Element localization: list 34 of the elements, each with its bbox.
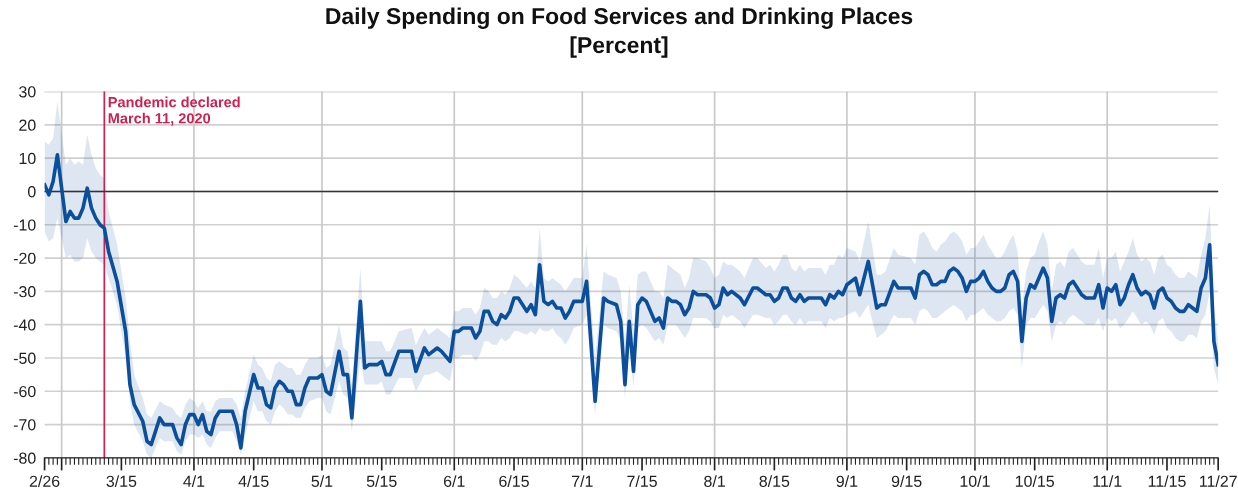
y-tick-label: 0 [27,186,36,198]
x-tick-label: 4/1 [183,475,205,487]
x-tick-label: 6/15 [499,475,529,487]
x-tick-label: 8/15 [759,475,790,487]
y-tick-label: -10 [13,219,36,231]
x-tick-label: 10/15 [1015,475,1054,487]
y-tick-label: -60 [13,385,36,398]
y-tick-label: 20 [19,119,36,131]
line-series [44,153,1219,450]
x-tick-label: 5/15 [366,475,397,487]
x-tick-label: 9/15 [891,475,922,487]
y-tick-label: -80 [13,452,36,464]
y-tick-label: 30 [19,86,36,98]
x-tick-label: 11/27 [1200,475,1237,487]
x-tick-label: 4/15 [238,475,269,487]
y-tick-label: -30 [13,286,36,298]
x-tick-label: 7/15 [627,475,657,487]
x-tick-label: 11/1 [1093,475,1122,487]
y-tick-label: -70 [13,419,36,431]
ref-line-label: Pandemic declared March 11, 2020 [108,96,240,126]
y-tick-label: 10 [19,152,36,165]
y-tick-label: -50 [13,352,36,364]
x-tick-label: 10/1 [960,475,990,487]
x-tick-label: 3/15 [106,475,137,487]
x-tick-label: 11/15 [1148,475,1186,487]
x-tick-label: 9/1 [836,475,858,487]
chart-title: Daily Spending on Food Services and Drinking Places [Percent] [326,7,913,58]
x-tick-label: 8/1 [704,475,725,487]
x-tick-label: 5/1 [311,475,333,487]
x-tick-label: 2/26 [29,475,60,487]
x-tick-label: 7/1 [572,475,593,487]
y-tick-label: -20 [13,252,36,265]
x-tick-label: 6/1 [443,475,465,487]
y-tick-label: -40 [13,319,36,331]
